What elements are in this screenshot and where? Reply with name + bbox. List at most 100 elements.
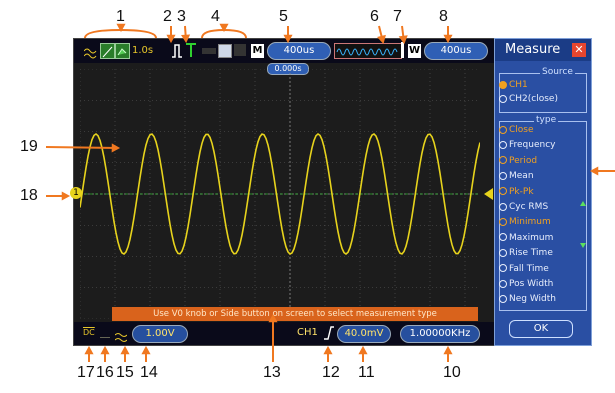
source-option-label: CH1 — [509, 80, 528, 90]
waveform-icon — [83, 44, 98, 59]
scroll-up-icon[interactable] — [580, 201, 586, 206]
radio-icon — [499, 80, 507, 89]
type-option[interactable]: Cyc RMS — [499, 202, 548, 212]
bandwidth-limit-icon — [100, 329, 110, 338]
trigger-level-pill[interactable]: 40.0mV — [337, 325, 391, 343]
callout-number: 7 — [393, 8, 402, 25]
coupling-label: DC — [83, 328, 95, 337]
callout-arrowhead — [84, 345, 94, 355]
rising-edge-icon — [323, 325, 335, 341]
callout-arrowhead — [111, 143, 121, 153]
type-option[interactable]: Neg Width — [499, 294, 556, 304]
type-option[interactable]: Pk-Pk — [499, 187, 534, 197]
type-option[interactable]: Fall Time — [499, 264, 549, 274]
type-option[interactable]: Pos Width — [499, 279, 553, 289]
ch1-level-marker[interactable]: 1 — [70, 187, 82, 199]
invert-icon — [114, 327, 128, 342]
callout-bracket — [84, 28, 157, 39]
measure-menu: Measure ✕ Source type OK CH1 CH2(close) Cl… — [494, 38, 592, 346]
save-icon — [218, 44, 232, 58]
callout-number: 8 — [439, 8, 448, 25]
callout-number: 15 — [116, 364, 134, 381]
trigger-level-marker — [484, 188, 493, 200]
radio-icon — [499, 217, 507, 226]
callout-arrow — [45, 146, 119, 149]
timebase-pill[interactable]: 400us — [267, 42, 331, 60]
trigger-channel: CH1 — [297, 327, 318, 338]
persist-icon — [115, 43, 130, 59]
callout-arrowhead — [268, 313, 278, 323]
usb-icon — [202, 48, 216, 54]
type-option[interactable]: Maximum — [499, 233, 553, 243]
hint-message: Use V0 knob or Side button on screen to … — [112, 307, 478, 321]
memory-position-bar — [334, 43, 402, 59]
callout-arrowhead — [61, 191, 71, 201]
persist-time: 1.0s — [132, 45, 154, 56]
callout-number: 1 — [116, 8, 125, 25]
oscilloscope-screen: 1.0s M 400us W 400us 0.000s — [70, 38, 495, 346]
type-option-label: Rise Time — [509, 248, 553, 259]
trigger-edge-icon — [171, 43, 183, 59]
trigger-position-icon — [186, 42, 196, 58]
callout-number: 17 — [77, 364, 95, 381]
callout-number: 11 — [358, 364, 375, 381]
source-option[interactable]: CH2(close) — [499, 94, 558, 104]
type-option[interactable]: Rise Time — [499, 248, 553, 258]
callout-arrowhead — [219, 23, 229, 33]
type-option-label: Pk-Pk — [509, 186, 534, 197]
type-section: type — [499, 115, 587, 311]
radio-icon — [499, 202, 507, 211]
radio-icon — [499, 156, 507, 165]
menu-title-bar: Measure ✕ — [495, 39, 591, 61]
type-option[interactable]: Period — [499, 156, 537, 166]
callout-number: 5 — [279, 8, 288, 25]
window-timebase-pill[interactable]: 400us — [424, 42, 488, 60]
source-option[interactable]: CH1 — [499, 80, 528, 90]
source-section: Source — [499, 67, 587, 113]
type-option[interactable]: Minimum — [499, 217, 551, 227]
type-option[interactable]: Frequency — [499, 140, 556, 150]
type-option-label: Fall Time — [509, 263, 549, 274]
vector-display-icon — [100, 43, 115, 59]
type-option[interactable]: Mean — [499, 171, 534, 181]
callout-arrowhead — [100, 345, 110, 355]
callout-arrowhead — [141, 345, 151, 355]
type-option-label: Period — [509, 155, 538, 166]
callout-number: 16 — [96, 364, 114, 381]
callout-number: 2 — [163, 8, 172, 25]
top-status-bar: 1.0s M 400us W 400us — [74, 39, 494, 63]
bottom-status-bar: DC 1.00V CH1 40.0mV 1.00000KHz — [74, 322, 494, 345]
callout-number: 13 — [263, 364, 281, 381]
memory-marker-icon — [401, 42, 404, 58]
volts-div-pill[interactable]: 1.00V — [132, 325, 188, 343]
ok-button[interactable]: OK — [509, 320, 573, 338]
callout-arrowhead — [358, 345, 368, 355]
radio-icon — [499, 248, 507, 257]
radio-icon — [499, 264, 507, 273]
callout-number: 3 — [177, 8, 186, 25]
callout-number: 6 — [370, 8, 379, 25]
radio-icon — [499, 233, 507, 242]
type-option-label: Close — [509, 125, 534, 135]
type-label: type — [534, 115, 559, 125]
callout-arrowhead — [181, 34, 191, 44]
callout-arrowhead — [323, 345, 333, 355]
type-option-label: Neg Width — [509, 294, 556, 305]
frequency-pill[interactable]: 1.00000KHz — [400, 325, 480, 343]
scroll-down-icon[interactable] — [580, 243, 586, 248]
callout-number: 14 — [140, 364, 158, 381]
type-option[interactable]: Close — [499, 125, 534, 135]
close-icon[interactable]: ✕ — [572, 43, 586, 57]
type-option-label: Mean — [509, 171, 534, 182]
source-label: Source — [540, 67, 575, 77]
measure-title: Measure — [505, 42, 561, 57]
callout-arrowhead — [377, 34, 386, 45]
callout-arrowhead — [443, 345, 453, 355]
radio-icon — [499, 125, 507, 134]
type-option-label: Maximum — [509, 232, 554, 243]
type-option-label: Frequency — [509, 140, 556, 151]
type-option-label: Minimum — [509, 217, 551, 228]
window-timebase-marker: W — [408, 44, 421, 58]
type-option-label: Pos Width — [509, 279, 554, 289]
